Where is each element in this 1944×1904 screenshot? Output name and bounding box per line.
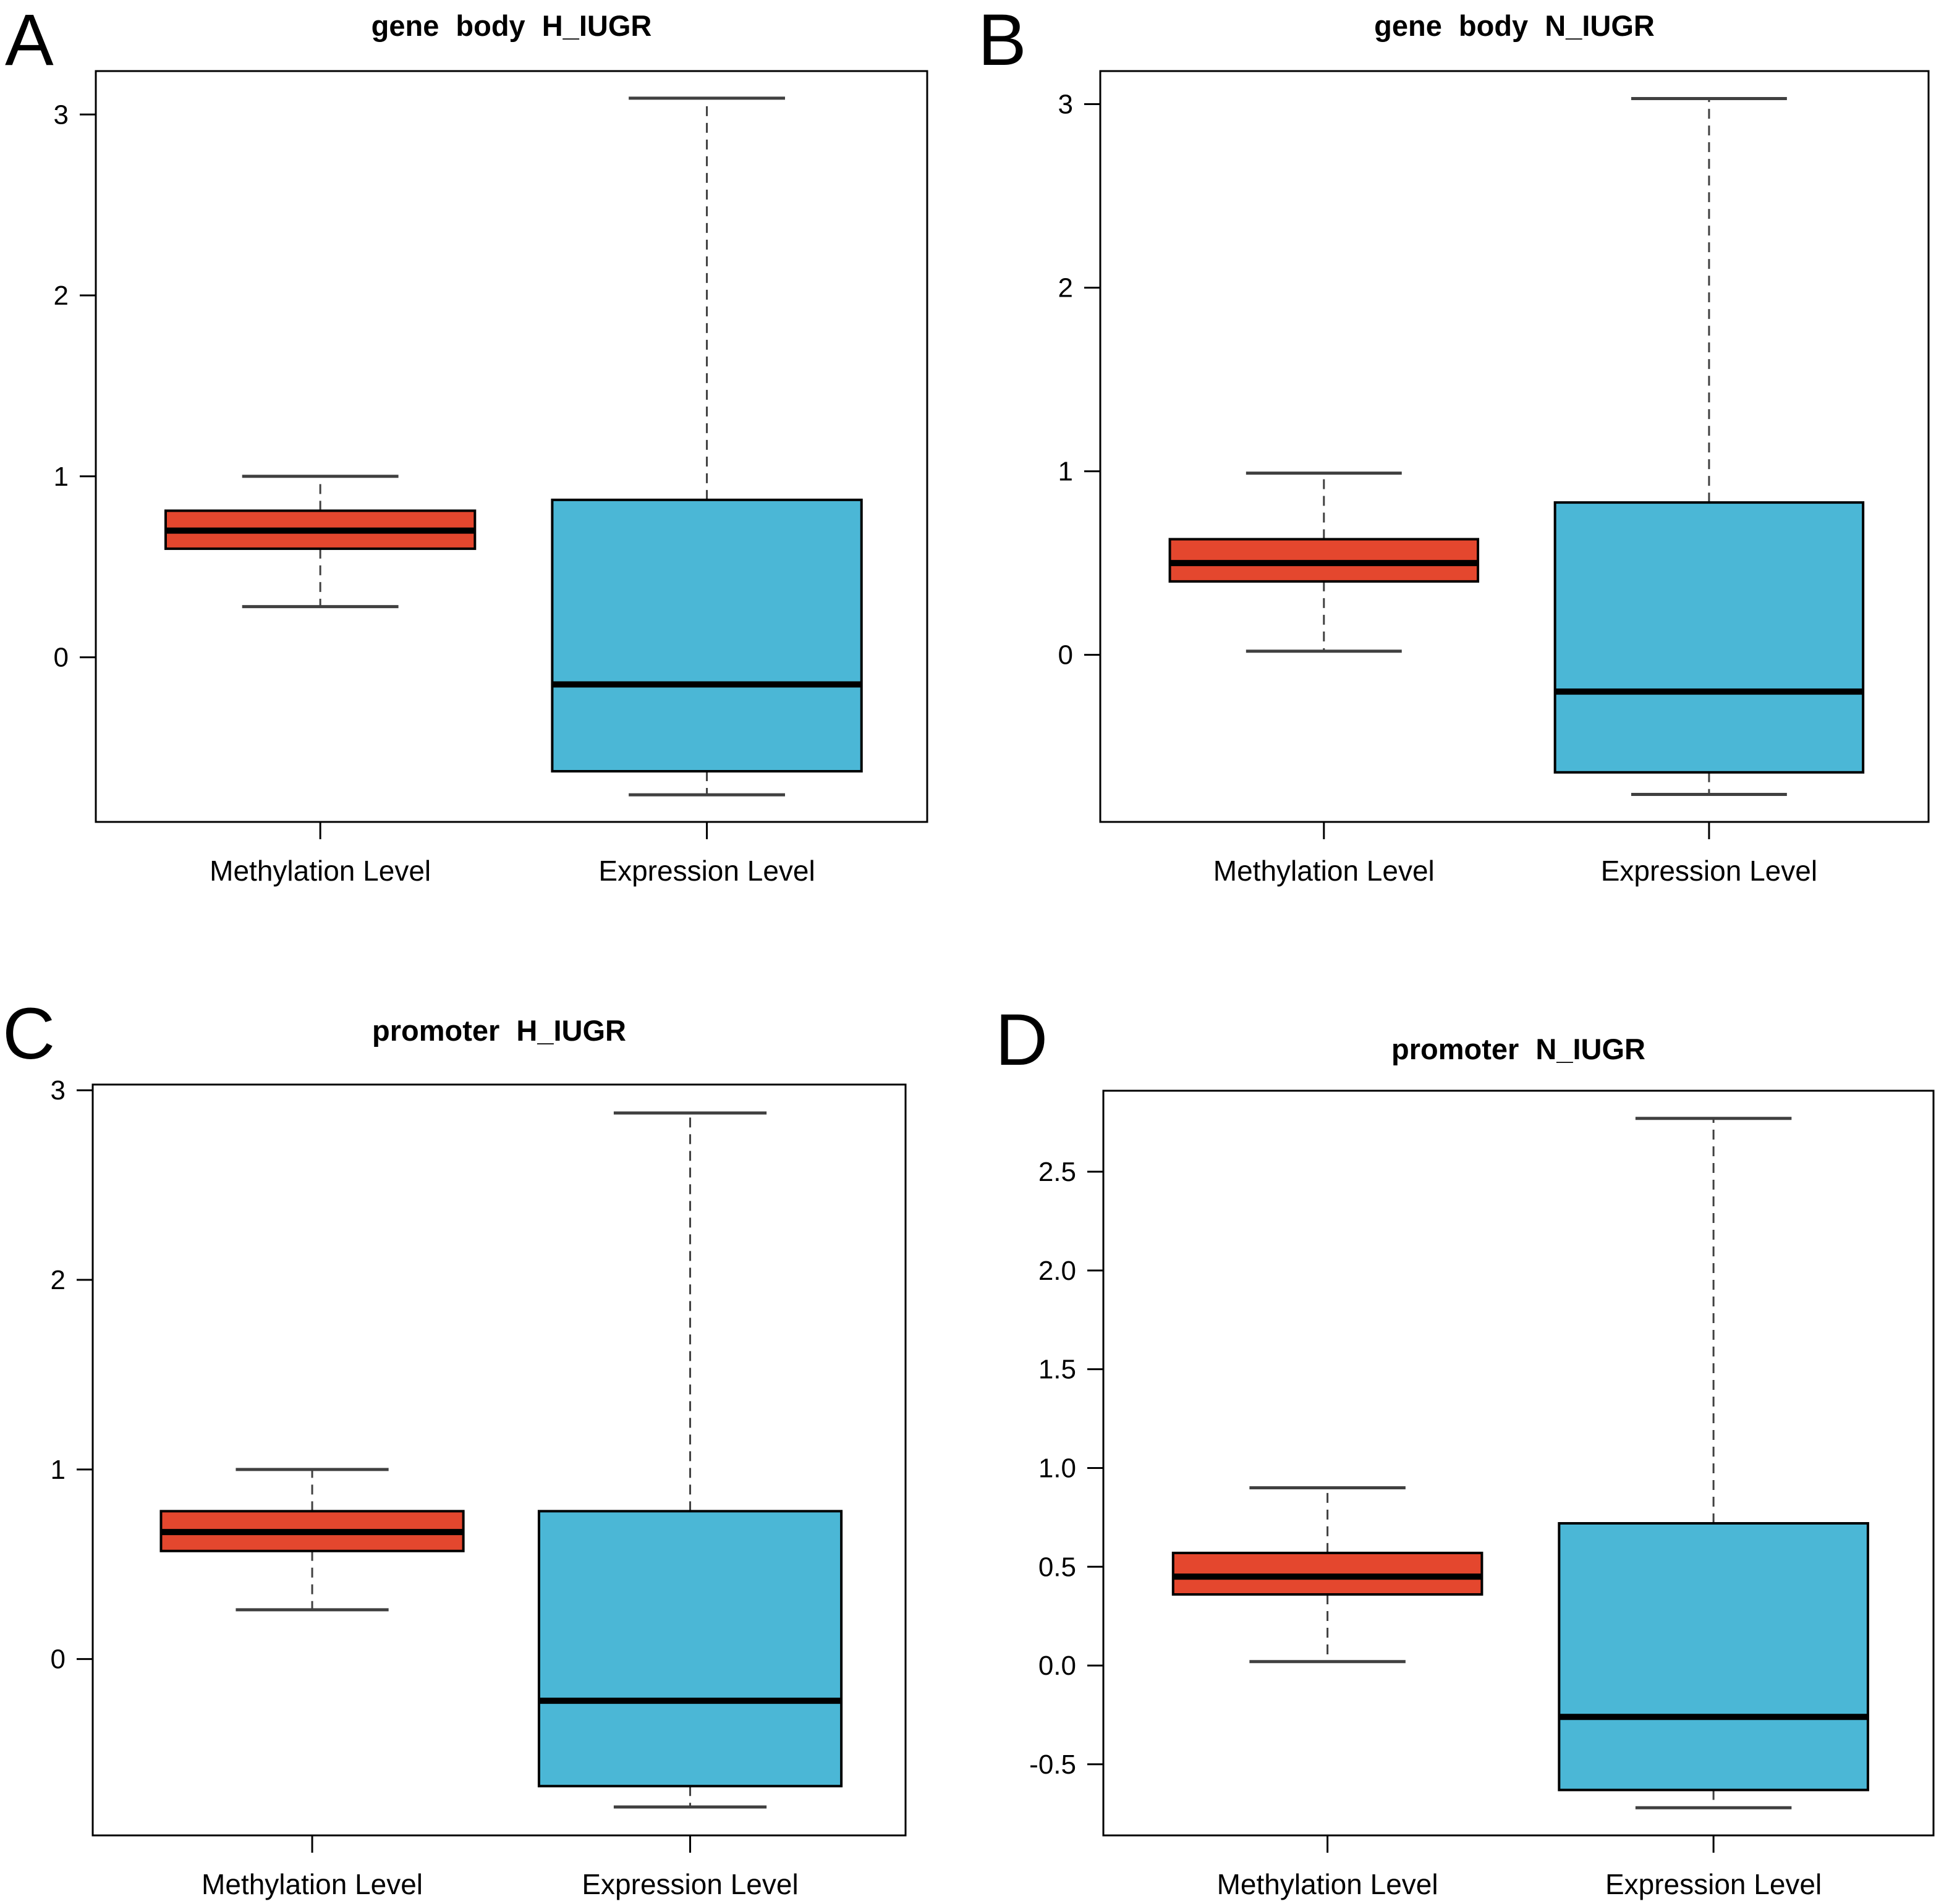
box-expression-level bbox=[537, 1510, 843, 1788]
x-axis-label-methylation-level: Methylation Level bbox=[202, 1868, 423, 1900]
box-expression-level bbox=[1553, 501, 1865, 774]
x-axis-label-expression-level: Expression Level bbox=[1605, 1868, 1822, 1900]
panel-title-promoter-n-iugr: promoter N_IUGR bbox=[1391, 1033, 1645, 1065]
panel-title-promoter-h-iugr: promoter H_IUGR bbox=[372, 1014, 626, 1047]
y-tick-label: 0 bbox=[54, 643, 69, 673]
y-tick-label: 1 bbox=[1058, 457, 1073, 487]
y-tick-label: 2 bbox=[54, 281, 69, 311]
y-tick-label: 0 bbox=[51, 1644, 66, 1675]
x-axis-label-expression-level: Expression Level bbox=[598, 855, 815, 887]
panel-letter-a: A bbox=[5, 0, 54, 81]
plot-frame-d bbox=[1102, 1090, 1935, 1837]
x-axis-label-methylation-level: Methylation Level bbox=[1213, 855, 1435, 887]
y-tick-label: 0.0 bbox=[1038, 1651, 1076, 1681]
y-tick-label: 2.5 bbox=[1038, 1157, 1076, 1187]
y-tick-label: 3 bbox=[1058, 89, 1073, 119]
panel-letter-b: B bbox=[978, 0, 1027, 81]
panel-letter-c: C bbox=[2, 993, 56, 1075]
y-tick-label: 0.5 bbox=[1038, 1552, 1076, 1582]
x-axis-label-expression-level: Expression Level bbox=[582, 1868, 798, 1900]
x-axis-label-expression-level: Expression Level bbox=[1601, 855, 1817, 887]
y-tick-label: 3 bbox=[51, 1075, 66, 1106]
plot-frame-b bbox=[1099, 70, 1930, 823]
x-axis-label-methylation-level: Methylation Level bbox=[1217, 1868, 1438, 1900]
box-expression-level bbox=[1558, 1521, 1869, 1792]
x-axis-label-methylation-level: Methylation Level bbox=[210, 855, 431, 887]
y-tick-label: 1.0 bbox=[1038, 1453, 1076, 1483]
y-tick-label: 1.5 bbox=[1038, 1355, 1076, 1385]
panel-title-gene-body-h-iugr: gene body H_IUGR bbox=[371, 9, 652, 42]
box-expression-level bbox=[551, 498, 863, 773]
y-tick-label: 2 bbox=[1058, 273, 1073, 303]
y-tick-label: -0.5 bbox=[1029, 1750, 1076, 1780]
plot-frame-a bbox=[95, 70, 928, 823]
plot-frame-c bbox=[91, 1083, 907, 1837]
y-tick-label: 2.0 bbox=[1038, 1256, 1076, 1286]
y-tick-label: 2 bbox=[51, 1265, 66, 1295]
y-tick-label: 3 bbox=[54, 99, 69, 130]
y-tick-label: 1 bbox=[51, 1455, 66, 1485]
y-tick-label: 0 bbox=[1058, 640, 1073, 671]
panel-title-gene-body-n-iugr: gene body N_IUGR bbox=[1374, 9, 1655, 42]
y-tick-label: 1 bbox=[54, 462, 69, 492]
panel-letter-d: D bbox=[995, 999, 1048, 1081]
